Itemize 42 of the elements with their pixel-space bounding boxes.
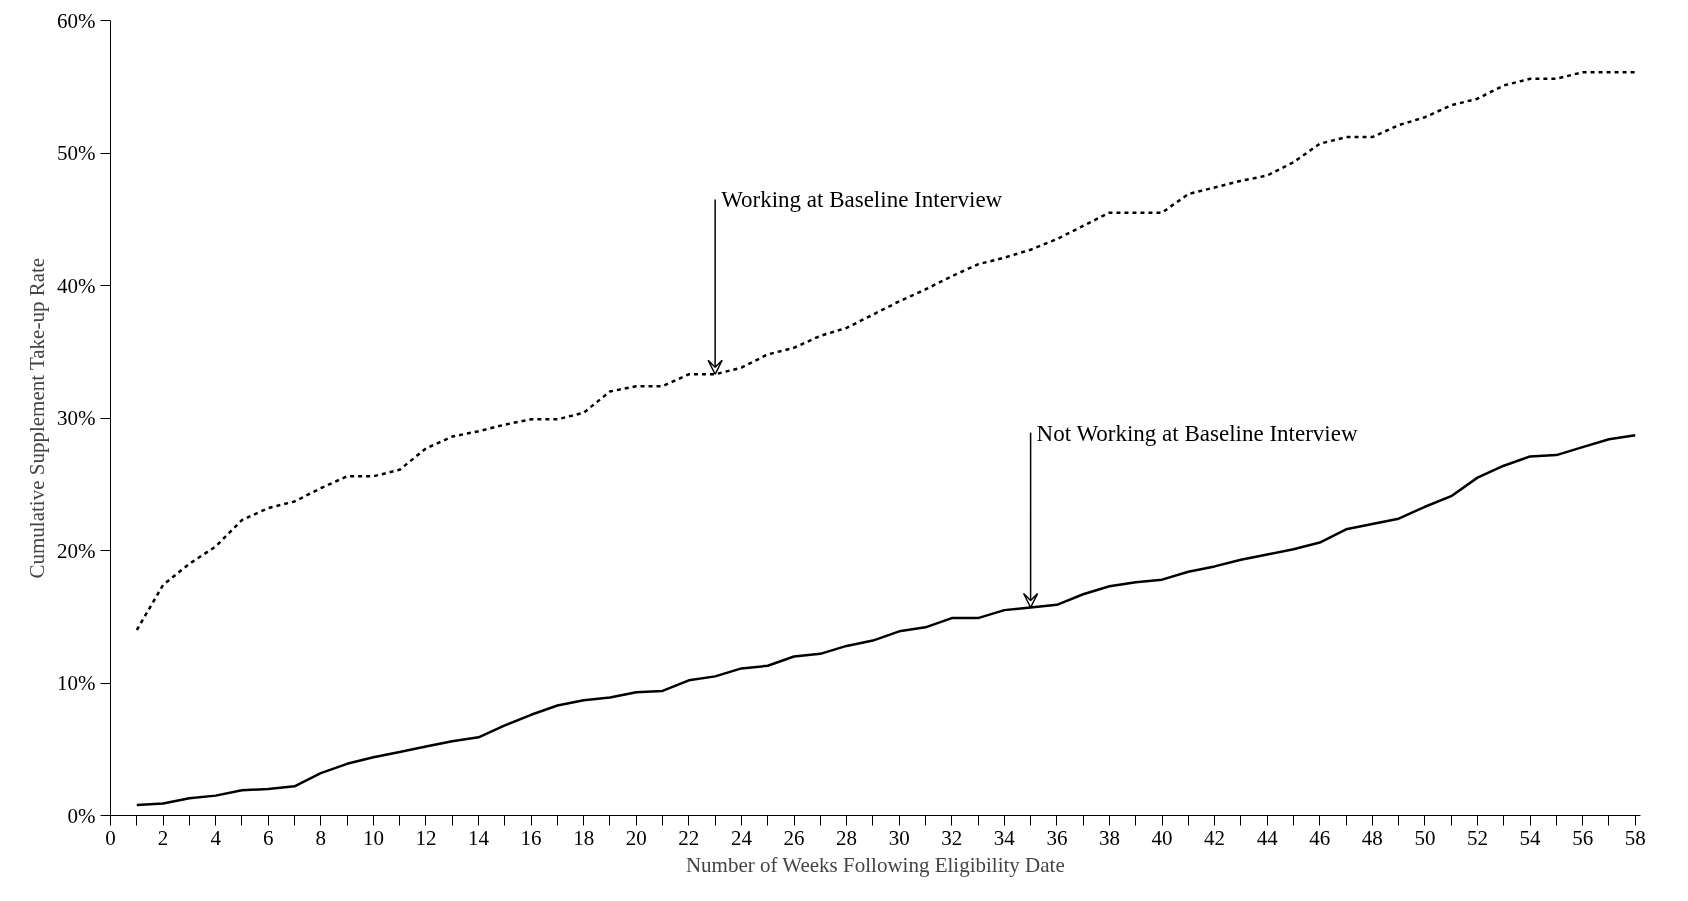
x-tick-label: 0 — [105, 825, 116, 850]
x-tick-label: 52 — [1467, 825, 1489, 850]
x-tick-label: 48 — [1361, 825, 1383, 850]
x-tick-label: 18 — [573, 825, 595, 850]
x-tick-label: 56 — [1572, 825, 1594, 850]
x-tick-label: 38 — [1098, 825, 1120, 850]
x-tick-label: 28 — [836, 825, 858, 850]
y-tick-label: 30% — [57, 406, 96, 430]
x-tick-label: 22 — [678, 825, 700, 850]
x-tick-label: 42 — [1204, 825, 1226, 850]
x-tick-label: 14 — [468, 825, 490, 850]
annotation: Not Working at Baseline Interview — [1036, 420, 1358, 446]
x-tick-label: 20 — [625, 825, 647, 850]
x-tick-label: 4 — [210, 825, 222, 850]
x-tick-label: 44 — [1256, 825, 1279, 850]
x-tick-label: 10 — [362, 825, 384, 850]
x-axis-title: Number of Weeks Following Eligibility Date — [685, 852, 1065, 877]
y-tick-label: 60% — [57, 8, 96, 33]
y-tick-label: 40% — [57, 273, 96, 298]
x-tick-label: 34 — [993, 825, 1016, 850]
y-tick-label: 20% — [57, 538, 96, 563]
x-tick-label: 16 — [520, 825, 542, 850]
x-tick-label: 30 — [888, 825, 910, 850]
y-tick-label: 0% — [67, 803, 96, 828]
x-tick-label: 46 — [1309, 825, 1331, 850]
x-tick-label: 24 — [730, 825, 753, 850]
x-tick-label: 2 — [157, 825, 169, 850]
line-series — [135, 70, 1637, 632]
x-tick-label: 6 — [262, 825, 274, 850]
x-tick-label: 40 — [1151, 825, 1173, 850]
x-tick-label: 26 — [783, 825, 805, 850]
y-axis-title: Cumulative Supplement Take-up Rate — [25, 257, 50, 579]
x-tick-label: 12 — [415, 825, 437, 850]
x-tick-label: 8 — [315, 825, 327, 850]
x-tick-label: 50 — [1414, 825, 1436, 850]
x-tick-label: 58 — [1624, 825, 1646, 850]
x-tick-label: 36 — [1046, 825, 1068, 850]
annotation: Working at Baseline Interview — [721, 187, 1003, 213]
y-tick-label: 50% — [57, 141, 96, 165]
x-tick-label: 54 — [1519, 825, 1542, 850]
y-tick-label: 10% — [57, 671, 96, 695]
x-tick-label: 32 — [941, 825, 963, 850]
